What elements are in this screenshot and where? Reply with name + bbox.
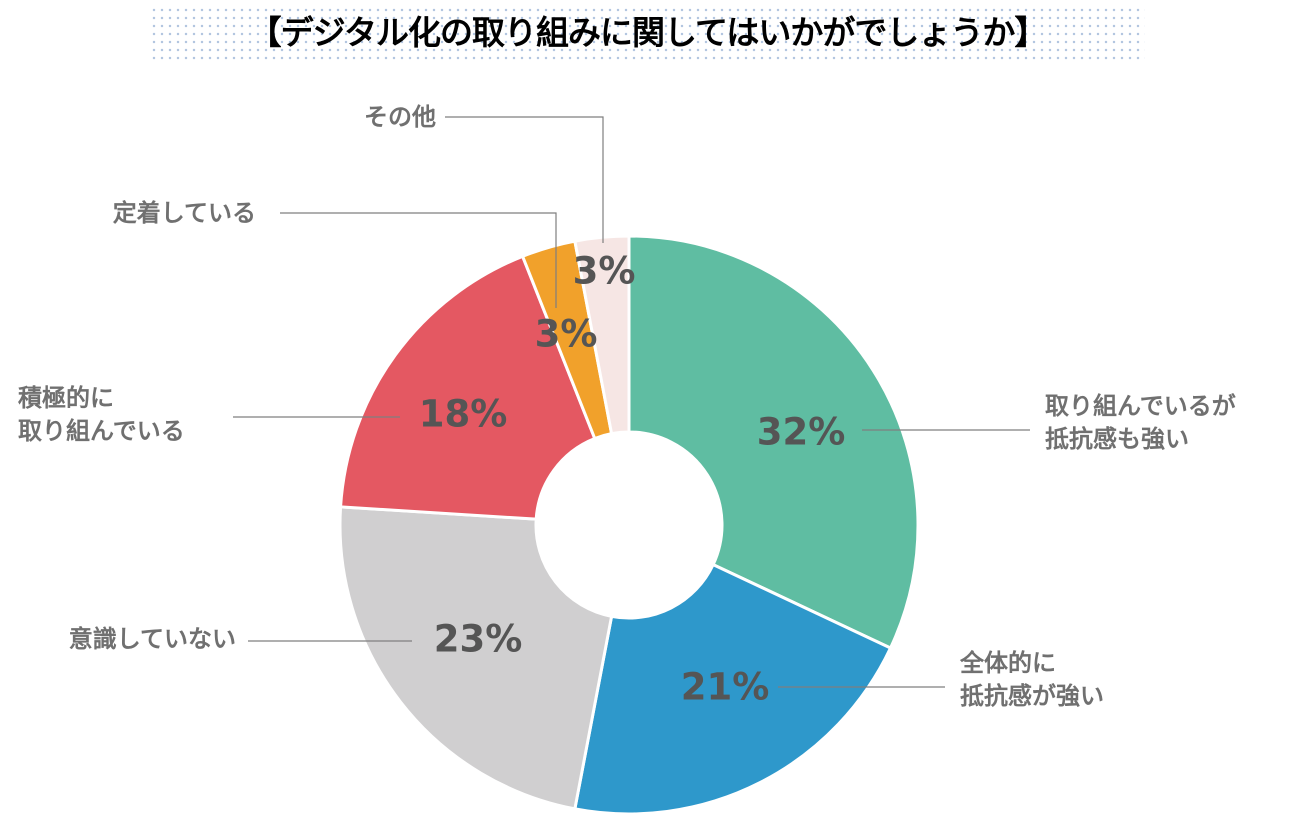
leader-line-5 bbox=[280, 212, 557, 308]
value-label-4: 18% bbox=[419, 393, 508, 436]
slice-4 bbox=[338, 254, 597, 521]
chart-title: 【デジタル化の取り組みに関してはいかがでしょうか】 bbox=[248, 13, 1048, 52]
slice-3 bbox=[338, 505, 614, 811]
category-label-4: 積極的に取り組んでいる bbox=[18, 384, 185, 445]
title-dotted-band bbox=[150, 6, 1145, 64]
value-label-6: 3% bbox=[573, 250, 636, 293]
value-label-3: 23% bbox=[434, 618, 523, 661]
slice-1 bbox=[627, 234, 920, 651]
category-label-6: その他 bbox=[364, 103, 436, 131]
value-label-1: 32% bbox=[757, 411, 846, 454]
slice-2 bbox=[573, 562, 893, 816]
category-label-3: 意識していない bbox=[69, 625, 236, 653]
value-label-2: 21% bbox=[681, 666, 770, 709]
category-label-5: 定着している bbox=[113, 199, 256, 227]
slice-6 bbox=[573, 234, 631, 436]
category-label-1: 取り組んでいるが抵抗感も強い bbox=[1045, 392, 1236, 453]
donut-slices bbox=[338, 234, 920, 816]
category-label-2: 全体的に抵抗感が強い bbox=[959, 649, 1104, 710]
leader-line-6 bbox=[445, 116, 604, 243]
value-label-5: 3% bbox=[535, 313, 598, 356]
